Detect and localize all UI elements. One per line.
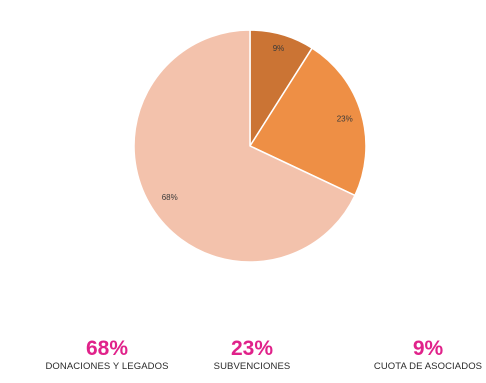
pie-slice-3: [133, 29, 356, 263]
summary-caption: SUBVENCIONES: [213, 361, 291, 372]
summary-caption: DONACIONES Y LEGADOS: [45, 361, 169, 372]
summary-caption: CUOTA DE ASOCIADOS: [373, 361, 483, 372]
pie-slice-label-2: 23%: [337, 115, 353, 124]
pie-slice-label-3: 68%: [162, 193, 178, 202]
pie-slice-label-1: 9%: [273, 44, 285, 53]
pie-chart: 9% 23% 68%: [133, 29, 367, 263]
summary-percentage: 23%: [230, 337, 274, 360]
pie-chart-svg: 9% 23% 68%: [133, 29, 367, 263]
summary-percentage: 9%: [412, 337, 444, 360]
pie-slice-2: [249, 47, 367, 197]
summary-percentage: 68%: [85, 337, 129, 360]
summary-item-cuota: 9% CUOTA DE ASOCIADOS: [343, 338, 486, 373]
summary-item-donaciones: 68% DONACIONES Y LEGADOS: [22, 338, 192, 373]
summary-item-subvenciones: 23% SUBVENCIONES: [167, 338, 337, 373]
